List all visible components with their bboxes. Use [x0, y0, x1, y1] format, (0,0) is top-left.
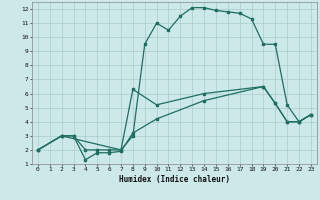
X-axis label: Humidex (Indice chaleur): Humidex (Indice chaleur): [119, 175, 230, 184]
